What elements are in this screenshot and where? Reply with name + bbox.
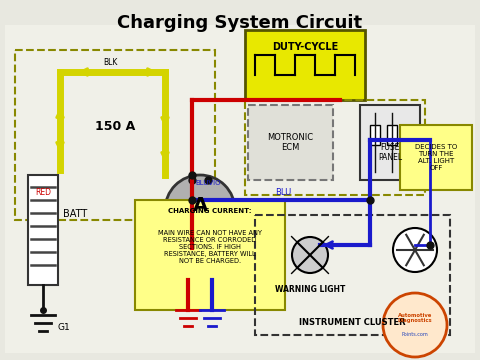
Circle shape — [393, 228, 437, 272]
Text: A: A — [192, 195, 207, 215]
FancyBboxPatch shape — [387, 125, 397, 145]
Circle shape — [292, 237, 328, 273]
FancyBboxPatch shape — [370, 125, 380, 145]
Text: DECIDES TO
TURN THE
ALT. LIGHT
OFF: DECIDES TO TURN THE ALT. LIGHT OFF — [415, 144, 457, 171]
Text: RED: RED — [35, 188, 51, 197]
Text: MOTRONIC
ECM: MOTRONIC ECM — [267, 133, 313, 152]
FancyBboxPatch shape — [245, 30, 365, 100]
Circle shape — [383, 293, 447, 357]
Text: G1: G1 — [58, 323, 71, 332]
FancyBboxPatch shape — [400, 125, 472, 190]
Text: Automotive
Diagnostics: Automotive Diagnostics — [398, 312, 432, 323]
Text: FUSE
PANEL: FUSE PANEL — [378, 143, 402, 162]
Text: 150 A: 150 A — [95, 120, 135, 133]
FancyBboxPatch shape — [360, 105, 420, 180]
FancyBboxPatch shape — [248, 105, 333, 180]
FancyBboxPatch shape — [135, 200, 285, 310]
Text: BLUVIO: BLUVIO — [195, 180, 220, 186]
Text: Charging System Circuit: Charging System Circuit — [118, 14, 362, 32]
Text: MAIN WIRE CAN NOT HAVE ANY
RESISTANCE OR CORRODED
SECTIONS. IF HIGH
RESISTANCE, : MAIN WIRE CAN NOT HAVE ANY RESISTANCE OR… — [158, 230, 262, 264]
Text: DUTY-CYCLE: DUTY-CYCLE — [272, 42, 338, 52]
Text: WARNING LIGHT: WARNING LIGHT — [275, 285, 345, 294]
Text: CHARGING CURRENT:: CHARGING CURRENT: — [168, 208, 252, 214]
Text: INSTRUMENT CLUSTER: INSTRUMENT CLUSTER — [299, 318, 406, 327]
FancyBboxPatch shape — [5, 25, 475, 353]
FancyBboxPatch shape — [28, 175, 58, 285]
Text: BLU: BLU — [275, 188, 291, 197]
Text: Points.com: Points.com — [402, 333, 428, 338]
Circle shape — [165, 175, 235, 245]
Text: BLK: BLK — [103, 58, 117, 67]
Text: BATT: BATT — [63, 208, 87, 219]
